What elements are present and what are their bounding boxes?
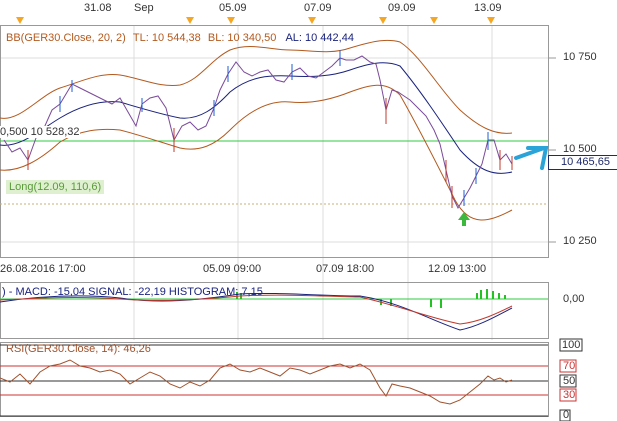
event-marker-icon[interactable] bbox=[186, 17, 194, 24]
event-marker-icon[interactable] bbox=[308, 17, 316, 24]
top-date-2: 05.09 bbox=[219, 2, 247, 14]
annotation-arrow-icon bbox=[514, 146, 549, 170]
price-label: 10 250 bbox=[563, 235, 597, 247]
bb-bl: BL: 10 340,50 bbox=[207, 32, 277, 44]
event-marker-icon[interactable] bbox=[379, 17, 387, 24]
x-axis-label: 05.09 09:00 bbox=[203, 263, 262, 275]
event-marker-icon[interactable] bbox=[227, 17, 235, 24]
bb-header: BB(GER30.Close, 20, 2) TL: 10 544,38 BL:… bbox=[6, 32, 354, 44]
rsi-axis-50: 50 bbox=[563, 375, 576, 387]
candles bbox=[3, 50, 513, 210]
current-price-label: 10 465,65 bbox=[561, 156, 610, 168]
bb-al: AL: 10 442,44 bbox=[285, 32, 354, 44]
long-signal-label[interactable]: Long(12.09, 110,6) bbox=[6, 180, 105, 194]
bb-lower-band bbox=[0, 84, 513, 221]
bb-name: BB(GER30.Close, 20, 2) bbox=[6, 32, 126, 44]
macd-label: ) - MACD: -15,04 SIGNAL: -22,19 HISTOGRA… bbox=[2, 286, 263, 298]
rsi-levels bbox=[0, 344, 548, 417]
cursor-value-label: 0,500 10 528,32 bbox=[0, 126, 80, 138]
event-marker-icon[interactable] bbox=[487, 17, 495, 24]
x-axis-label: 07.09 18:00 bbox=[316, 263, 375, 275]
rsi-axis-100: 100 bbox=[562, 339, 581, 351]
rsi-axis-0: 0 bbox=[563, 409, 570, 421]
price-label: 10 750 bbox=[563, 51, 597, 63]
top-date-0: 31.08 bbox=[84, 2, 112, 14]
macd-axis-label: 0,00 bbox=[563, 293, 585, 305]
rsi-axis-boxes bbox=[559, 338, 583, 421]
rsi-axis-70: 70 bbox=[563, 360, 576, 372]
macd-signal-line bbox=[0, 294, 513, 325]
bb-tl: TL: 10 544,38 bbox=[132, 32, 201, 44]
bb-middle-line bbox=[0, 62, 513, 174]
bb-upper-band bbox=[0, 39, 513, 134]
top-date-5: 13.09 bbox=[474, 2, 502, 14]
x-axis-label: 26.08.2016 17:00 bbox=[0, 263, 86, 275]
rsi-line bbox=[0, 359, 513, 405]
grid bbox=[0, 25, 548, 340]
price-label: 10 500 bbox=[563, 143, 597, 155]
top-date-3: 07.09 bbox=[304, 2, 332, 14]
top-date-1: Sep bbox=[134, 2, 154, 14]
x-axis-label: 12.09 13:00 bbox=[428, 263, 487, 275]
event-marker-icon[interactable] bbox=[16, 17, 24, 24]
rsi-label: RSI(GER30.Close, 14): 46,26 bbox=[6, 343, 151, 355]
macd-line bbox=[0, 292, 513, 331]
top-date-4: 09.09 bbox=[388, 2, 416, 14]
long-arrow-icon bbox=[458, 212, 470, 226]
event-marker-icon[interactable] bbox=[430, 17, 438, 24]
rsi-axis-30: 30 bbox=[563, 389, 576, 401]
